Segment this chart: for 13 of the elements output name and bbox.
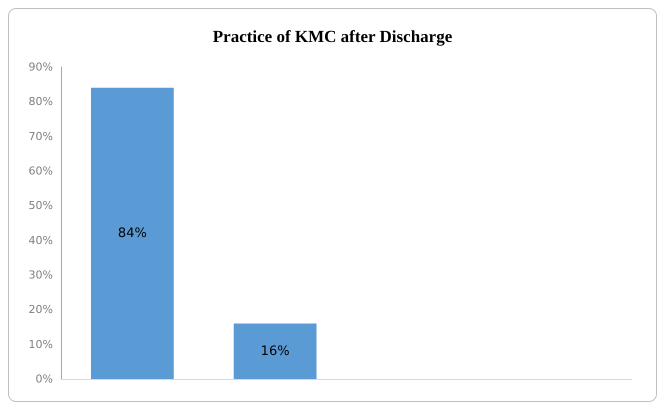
- data-label: 84%: [118, 226, 147, 241]
- y-tick-label: 20%: [28, 303, 53, 316]
- y-tick-label: 50%: [28, 199, 53, 212]
- y-tick-label: 60%: [28, 164, 53, 178]
- y-tick-label: 70%: [28, 130, 53, 143]
- y-tick-label: 0%: [36, 372, 53, 386]
- y-tick-label: 30%: [28, 268, 53, 282]
- y-tick-label: 80%: [28, 95, 53, 108]
- data-label: 16%: [260, 344, 290, 359]
- y-tick-label: 10%: [28, 338, 53, 351]
- y-tick-label: 40%: [28, 234, 53, 247]
- y-tick-label: 90%: [28, 60, 53, 74]
- chart-title: Practice of KMC after Discharge: [212, 27, 453, 46]
